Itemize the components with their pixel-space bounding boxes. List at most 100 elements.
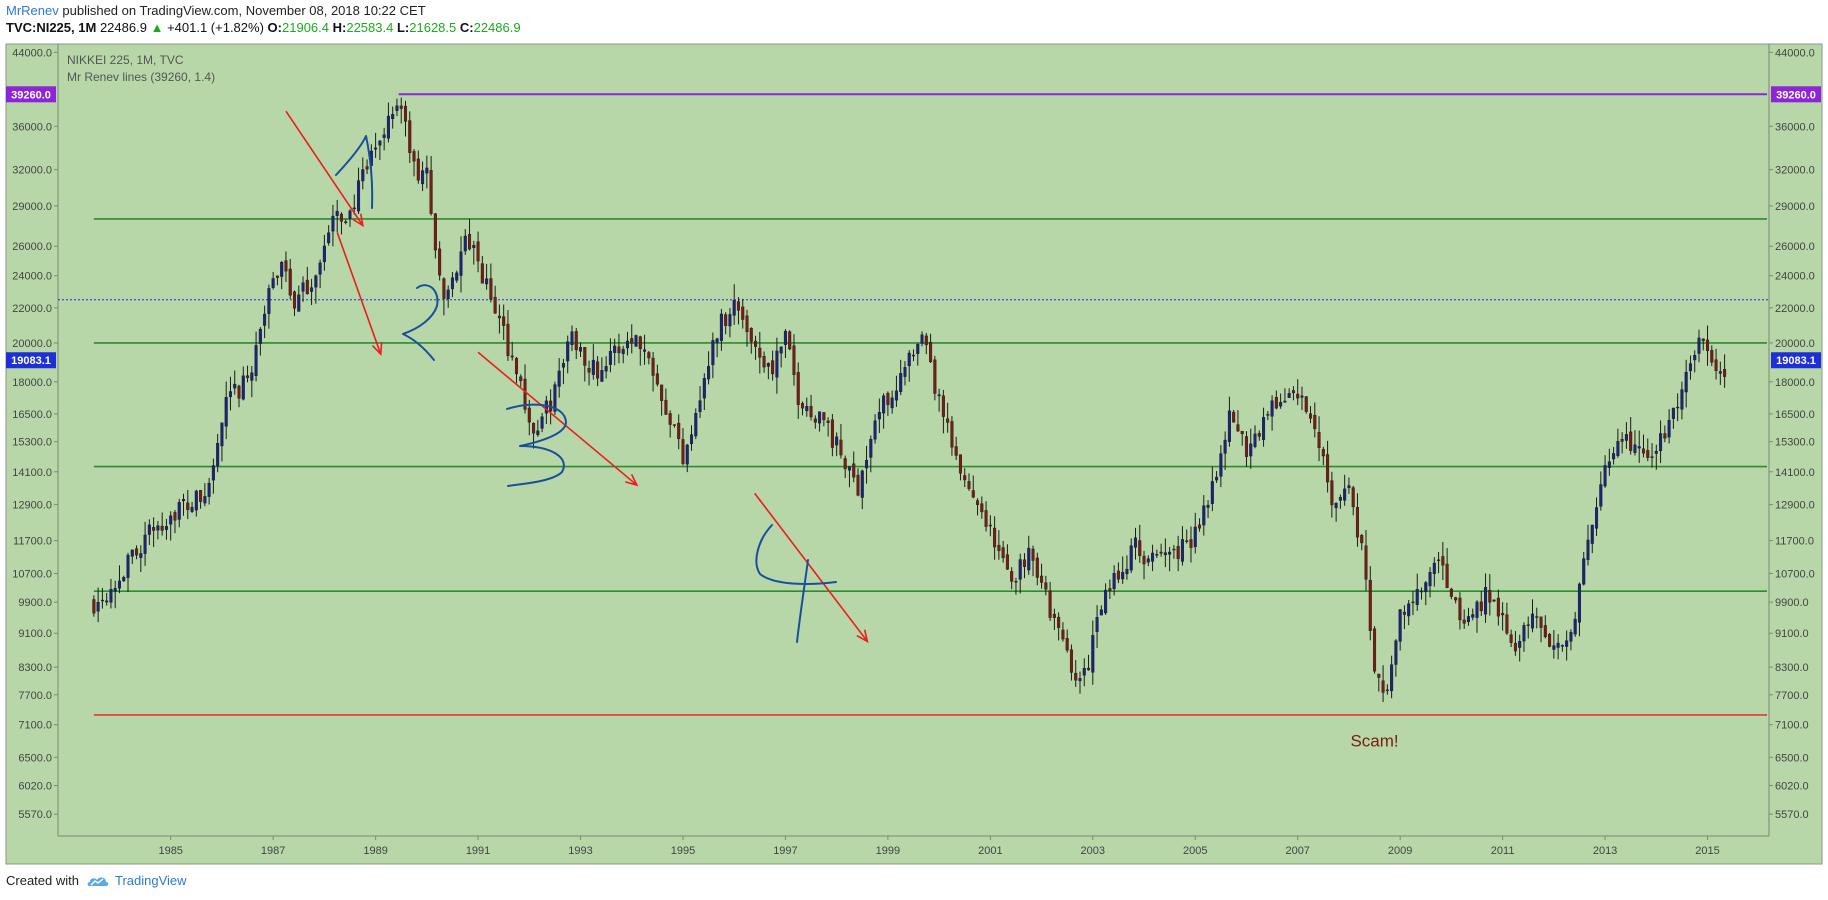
candle-body xyxy=(660,384,664,401)
x-tick-label: 2009 xyxy=(1388,845,1412,857)
candle-body xyxy=(357,180,361,212)
candle-body xyxy=(446,289,450,300)
price-marker-left-bg xyxy=(6,352,56,369)
candle-body xyxy=(1091,635,1095,673)
candle-body xyxy=(813,418,817,423)
candle-body xyxy=(339,213,343,222)
price-markers: 39260.0 39260.0 19083.1 19083.1 xyxy=(6,86,1821,369)
candle-body xyxy=(1552,645,1556,650)
candle-body xyxy=(830,419,834,448)
candle-body xyxy=(608,351,612,365)
candle-body xyxy=(228,391,232,398)
candle-body xyxy=(630,338,634,344)
handwritten-3 xyxy=(506,403,567,487)
candle-body xyxy=(1197,524,1202,529)
x-tick-label: 2015 xyxy=(1695,845,1719,857)
candle-body xyxy=(997,544,1001,552)
y-tick-label: 7100.0 xyxy=(1775,720,1809,732)
candle-body xyxy=(954,446,958,456)
candle-body xyxy=(1484,587,1488,615)
candle-body xyxy=(1432,562,1436,574)
candle-body xyxy=(335,210,339,216)
candle-body xyxy=(1577,583,1581,623)
candle-body xyxy=(745,315,749,333)
candle-body xyxy=(689,434,694,445)
candles xyxy=(92,97,1727,703)
candle-body xyxy=(783,330,787,345)
candle-body xyxy=(668,413,672,425)
author-link[interactable]: MrRenev xyxy=(6,3,59,18)
candle-body xyxy=(459,251,463,276)
candle-body xyxy=(583,347,587,366)
top-level-marker-right-label: 39260.0 xyxy=(1776,89,1816,101)
candle-body xyxy=(1612,453,1616,460)
low-label: L: xyxy=(396,20,410,35)
handwritten-2 xyxy=(402,284,439,361)
candle-body xyxy=(561,363,565,368)
candle-body xyxy=(536,430,540,436)
candle-body xyxy=(117,580,121,589)
candle-body xyxy=(1505,614,1509,634)
x-tick-label: 1991 xyxy=(466,845,490,857)
plot-area[interactable] xyxy=(5,43,1823,865)
candle-body xyxy=(1112,573,1116,590)
close-value: 22486.9 xyxy=(473,20,521,35)
candle-body xyxy=(156,525,160,531)
candle-body xyxy=(1031,548,1035,561)
candle-body xyxy=(988,524,992,527)
candle-body xyxy=(911,354,916,357)
x-tick-label: 2001 xyxy=(978,845,1002,857)
candle-body xyxy=(1232,411,1236,423)
candle-body xyxy=(1244,436,1249,457)
tradingview-link[interactable]: TradingView xyxy=(114,873,187,888)
candle-body xyxy=(1065,638,1069,651)
candle-body xyxy=(835,436,839,446)
candle-body xyxy=(1595,507,1599,529)
arrow-head xyxy=(371,342,383,357)
candle-body xyxy=(450,277,454,290)
candle-body xyxy=(809,406,813,418)
candle-body xyxy=(169,515,173,525)
candle-body xyxy=(480,263,484,284)
x-tick-label: 2013 xyxy=(1593,845,1617,857)
candle-body xyxy=(719,313,723,341)
candle-body xyxy=(502,316,506,326)
candle-body xyxy=(152,527,156,531)
candle-body xyxy=(1603,465,1607,487)
candle-body xyxy=(327,232,331,244)
candle-body xyxy=(403,105,408,122)
candle-body xyxy=(613,345,617,353)
candle-body xyxy=(736,301,740,311)
y-tick-label: 9100.0 xyxy=(1775,628,1809,640)
candle-body xyxy=(860,470,864,498)
arrow-head xyxy=(352,213,364,228)
y-tick-label: 29000.0 xyxy=(1775,201,1815,213)
candle-body xyxy=(566,341,570,362)
candle-body xyxy=(1146,558,1150,563)
candle-body xyxy=(621,348,625,355)
candle-body xyxy=(950,421,954,448)
candle-body xyxy=(1321,449,1325,457)
y-tick-label: 24000.0 xyxy=(12,271,52,283)
candle-body xyxy=(250,372,254,381)
candle-body xyxy=(933,359,937,394)
chart-legend: NIKKEI 225, 1M, TVC Mr Renev lines (3926… xyxy=(67,53,215,84)
price-marker-right-bg xyxy=(1771,352,1821,369)
candle-body xyxy=(924,335,928,346)
candle-body xyxy=(758,347,762,358)
candle-body xyxy=(1697,337,1701,354)
y-tick-label: 9900.0 xyxy=(18,597,52,609)
y-axis-left: 5570.0 6020.0 6500.0 7100.0 7700.0 8300.0 9100… xyxy=(12,47,58,821)
candle-body xyxy=(105,600,109,603)
candle-body xyxy=(1419,590,1424,593)
candle-body xyxy=(1193,526,1197,548)
candle-body xyxy=(463,235,467,252)
symbol-name: TVC:NI225, 1M xyxy=(6,20,97,35)
candle-body xyxy=(1424,582,1428,593)
candle-body xyxy=(1398,609,1402,642)
candle-body xyxy=(130,549,134,557)
candle-body xyxy=(122,577,126,582)
candle-body xyxy=(510,355,514,358)
candle-body xyxy=(173,512,177,521)
